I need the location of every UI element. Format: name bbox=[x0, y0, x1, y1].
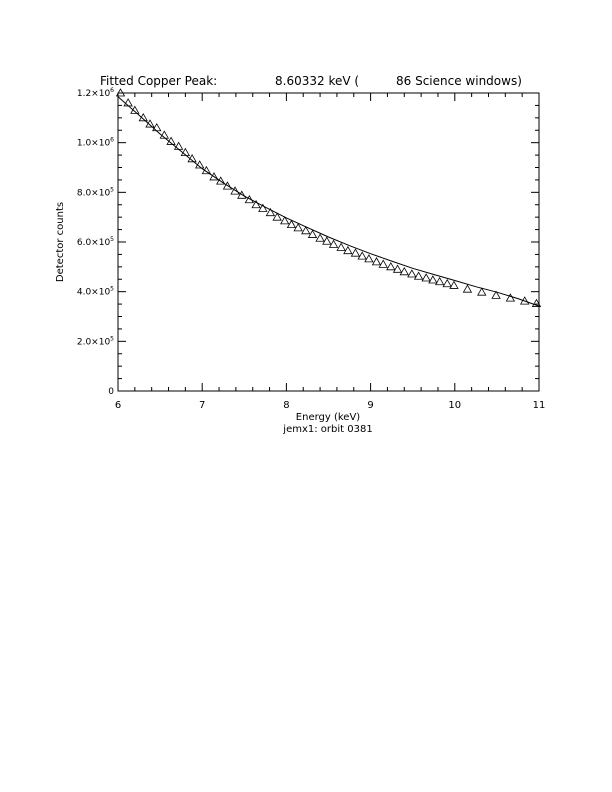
data-point-triangle bbox=[244, 194, 255, 204]
data-point-triangle bbox=[386, 262, 396, 271]
data-point-triangle bbox=[123, 98, 133, 107]
chart-title-prefix: Fitted Copper Peak: bbox=[100, 74, 217, 88]
x-tick-label: 10 bbox=[448, 400, 461, 411]
chart-title-energy: 8.60332 keV ( bbox=[275, 74, 359, 88]
data-point-triangle bbox=[301, 226, 311, 235]
data-point-triangle bbox=[357, 251, 367, 260]
data-point-triangle bbox=[505, 293, 516, 302]
data-point-triangle bbox=[251, 199, 261, 209]
y-tick-label: 6.0×105 bbox=[77, 236, 114, 248]
data-point-triangle bbox=[138, 113, 148, 122]
x-tick-label: 11 bbox=[533, 400, 546, 411]
data-point-triangle bbox=[216, 176, 226, 185]
data-point-triangle bbox=[462, 284, 473, 293]
data-point-triangle bbox=[371, 257, 382, 266]
data-point-triangle bbox=[237, 190, 247, 199]
data-point-triangle bbox=[222, 181, 233, 190]
y-tick-label: 1.0×106 bbox=[77, 137, 114, 149]
data-point-triangle bbox=[343, 245, 353, 255]
data-point-triangle bbox=[180, 147, 191, 157]
x-axis-ticks bbox=[117, 93, 540, 391]
data-point-triangle bbox=[350, 248, 361, 257]
data-point-triangle bbox=[491, 290, 501, 299]
data-point-triangle bbox=[364, 254, 374, 263]
data-point-triangle bbox=[166, 136, 176, 145]
data-point-triangle bbox=[413, 271, 424, 280]
x-axis-tick-labels: 6 7 8 9 10 11 bbox=[115, 400, 546, 411]
chart-title-windows: 86 Science windows) bbox=[396, 74, 522, 88]
data-point-triangle bbox=[519, 296, 530, 305]
y-tick-label: 4.0×105 bbox=[77, 286, 114, 298]
data-point-triangle bbox=[230, 186, 240, 195]
data-point-triangle bbox=[378, 259, 388, 268]
data-point-triangle bbox=[434, 276, 445, 286]
data-point-triangle bbox=[187, 154, 197, 163]
data-point-triangle bbox=[531, 298, 542, 307]
y-axis-tick-labels: 0 2.0×105 4.0×105 6.0×105 8.0×105 1.0×106 1.2×… bbox=[77, 87, 114, 397]
data-point-triangle bbox=[322, 236, 332, 245]
data-point-triangle bbox=[336, 242, 346, 251]
data-point-triangle bbox=[152, 122, 162, 132]
data-point-triangle bbox=[392, 264, 403, 273]
data-point-triangle bbox=[293, 223, 303, 232]
x-tick-label: 6 bbox=[115, 400, 121, 411]
chart-caption: jemx1: orbit 0381 bbox=[282, 424, 372, 435]
data-point-triangle bbox=[399, 266, 409, 276]
data-point-triangle bbox=[307, 229, 318, 238]
x-tick-label: 9 bbox=[367, 400, 373, 411]
data-point-triangle bbox=[159, 130, 169, 139]
x-axis-label: Energy (keV) bbox=[296, 412, 361, 423]
data-point-triangle bbox=[421, 273, 431, 282]
y-tick-label: 8.0×105 bbox=[77, 186, 114, 198]
data-point-triangle bbox=[145, 119, 155, 128]
data-point-triangle bbox=[173, 141, 184, 150]
y-tick-label: 0 bbox=[108, 387, 114, 397]
data-point-triangle bbox=[315, 233, 325, 242]
data-points bbox=[115, 88, 542, 307]
y-tick-label: 2.0×105 bbox=[77, 335, 114, 347]
data-point-triangle bbox=[286, 219, 297, 229]
y-axis-label: Detector counts bbox=[55, 202, 66, 282]
data-point-triangle bbox=[130, 105, 140, 114]
data-point-triangle bbox=[209, 172, 219, 181]
fitted-curve bbox=[117, 96, 540, 307]
data-point-triangle bbox=[442, 278, 452, 288]
plot-frame bbox=[117, 92, 540, 392]
data-point-triangle bbox=[272, 212, 282, 221]
data-point-triangle bbox=[265, 207, 276, 217]
data-point-triangle bbox=[201, 165, 212, 175]
y-tick-label: 1.2×106 bbox=[77, 87, 114, 99]
data-point-triangle bbox=[258, 203, 268, 212]
y-axis-ticks bbox=[118, 92, 539, 392]
x-tick-label: 8 bbox=[283, 400, 289, 411]
data-point-triangle bbox=[194, 160, 205, 169]
x-tick-label: 7 bbox=[199, 400, 205, 411]
data-point-triangle bbox=[428, 275, 438, 284]
data-point-triangle bbox=[328, 239, 339, 248]
data-point-triangle bbox=[449, 280, 459, 289]
data-point-triangle bbox=[477, 287, 487, 296]
data-point-triangle bbox=[407, 269, 417, 278]
data-point-triangle bbox=[280, 216, 290, 225]
data-point-triangle bbox=[115, 88, 126, 97]
